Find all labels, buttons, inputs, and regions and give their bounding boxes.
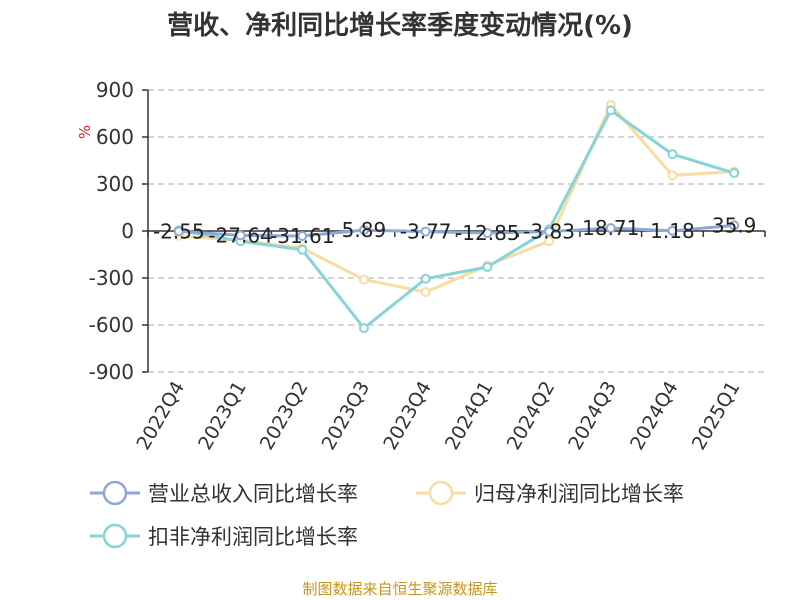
- x-tick-label: 2023Q2: [256, 378, 313, 454]
- data-point: [235, 230, 246, 241]
- data-label: -12.85: [455, 221, 519, 245]
- data-label: -27.64: [208, 223, 272, 247]
- legend-marker: [428, 480, 454, 506]
- x-tick-label: 2023Q4: [379, 378, 436, 454]
- data-label: 5.89: [342, 218, 387, 242]
- y-tick-label: -300: [89, 266, 134, 290]
- data-label: 1.18: [650, 219, 695, 243]
- data-point: [729, 220, 740, 231]
- data-point: [605, 105, 616, 116]
- source-note: 制图数据来自恒生聚源数据库: [302, 580, 497, 598]
- data-point: [729, 168, 740, 179]
- legend-marker: [102, 480, 128, 506]
- data-point: [358, 323, 369, 334]
- legend-marker: [102, 523, 128, 549]
- x-tick-label: 2023Q3: [318, 378, 375, 454]
- y-tick-labels: 900 600 300 0 -300 -600 -900: [89, 78, 134, 384]
- x-tick-labels: 2022Q4 2023Q1 2023Q2 2023Q3 2023Q4 2024Q1 2024…: [132, 377, 744, 453]
- legend-item-1: 归母净利润同比增长率: [416, 480, 684, 506]
- data-point: [605, 223, 616, 234]
- data-point: [667, 149, 678, 160]
- y-tick-label: 0: [121, 219, 134, 243]
- x-tick-label: 2024Q3: [564, 378, 621, 454]
- data-point: [482, 228, 493, 239]
- y-tick-label: 900: [96, 78, 134, 102]
- legend-item-2: 扣非净利润同比增长率: [90, 523, 358, 549]
- data-point: [358, 225, 369, 236]
- chart-title: 营收、净利同比增长率季度变动情况(%): [167, 10, 633, 41]
- x-tick-label: 2025Q1: [688, 378, 745, 454]
- y-tick-label: -600: [89, 313, 134, 337]
- data-point: [482, 262, 493, 273]
- data-label: -31.61: [270, 224, 334, 248]
- data-point: [544, 236, 555, 247]
- series-line-2: [178, 108, 735, 330]
- data-point: [297, 244, 308, 255]
- legend-label: 营业总收入同比增长率: [148, 482, 358, 506]
- y-tick-label: -900: [89, 360, 134, 384]
- y-tick-label: 300: [96, 172, 134, 196]
- data-labels: -2.55 -27.64-31.61 5.89 -3.77 -12.85 -3.83 18.…: [153, 213, 756, 248]
- data-label: -3.77: [400, 220, 452, 244]
- data-label: 18.71: [582, 216, 639, 240]
- series-lines: [173, 99, 740, 334]
- data-label: 35.9: [712, 213, 757, 237]
- data-point: [544, 226, 555, 237]
- data-point: [420, 226, 431, 237]
- data-point: [173, 226, 184, 237]
- data-point: [667, 170, 678, 181]
- data-label: -2.55: [153, 219, 205, 243]
- x-tick-label: 2024Q4: [626, 378, 683, 454]
- y-tick-label: 600: [96, 125, 134, 149]
- legend-label: 归母净利润同比增长率: [474, 482, 684, 506]
- series-line-0: [178, 223, 735, 238]
- y-axis-unit: %: [76, 125, 94, 139]
- x-tick-label: 2024Q1: [441, 377, 498, 453]
- data-point: [667, 225, 678, 236]
- data-point: [420, 287, 431, 298]
- x-tick-label: 2023Q1: [194, 378, 251, 454]
- legend-label: 扣非净利润同比增长率: [148, 525, 358, 549]
- legend-item-0: 营业总收入同比增长率: [90, 480, 358, 506]
- x-tick-label: 2024Q2: [503, 378, 560, 454]
- data-point: [297, 230, 308, 241]
- grid-lines: [148, 89, 765, 373]
- x-tick-label: 2022Q4: [132, 378, 189, 454]
- data-point: [420, 273, 431, 284]
- data-label: -3.83: [523, 220, 575, 244]
- data-point: [358, 274, 369, 285]
- series-line-1: [178, 103, 735, 294]
